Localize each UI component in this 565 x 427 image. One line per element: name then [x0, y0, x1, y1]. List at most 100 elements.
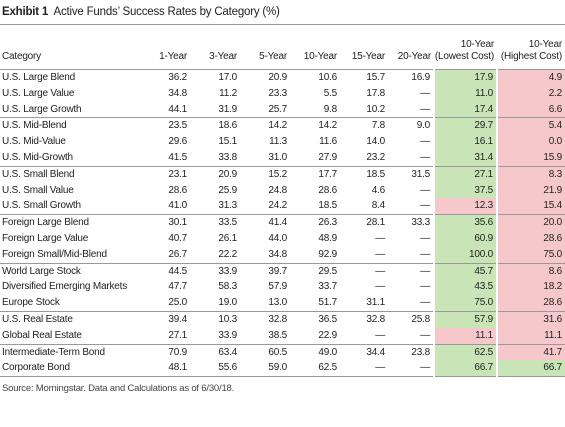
category-cell: U.S. Mid-Blend	[0, 117, 150, 135]
value-cell: 11.2	[219, 87, 237, 99]
header-cell: 15-Year	[340, 25, 388, 70]
value-cell: 37.5	[433, 182, 497, 199]
category-cell: U.S. Large Value	[2, 87, 75, 99]
value-cell: 22.2	[218, 248, 237, 260]
value-cell: 23.2	[366, 151, 385, 163]
value-cell: 23.8	[388, 343, 434, 361]
row: World Large Stock 44.5 33.9 39.7 29.5— —45.7 8…	[0, 262, 565, 280]
value-cell: 27.1	[433, 165, 497, 183]
value-cell: 31.4	[433, 149, 497, 167]
value-cell: 5.5	[323, 87, 338, 99]
value-cell: —	[420, 184, 430, 196]
value-cell: 9.8	[323, 103, 338, 115]
value-cell: 33.7	[318, 281, 337, 293]
value-cell: 49.0	[290, 343, 340, 361]
value-cell: 24.2	[268, 200, 287, 212]
value-cell: 20.9	[190, 165, 240, 183]
value-cell: 17.4	[433, 101, 497, 118]
value-cell: 18.5	[340, 165, 388, 183]
value-cell: 31.3	[218, 200, 237, 212]
value-cell: 55.6	[190, 360, 240, 378]
value-cell: 41.5	[168, 151, 187, 163]
category-cell: Global Real Estate	[2, 329, 82, 341]
value-cell: —	[375, 248, 385, 260]
value-cell: 18.5	[318, 200, 337, 212]
row: Europe Stock 25.0 19.0 13.0 51.7 31.1 —75.0 28.…	[0, 295, 565, 312]
value-cell: 18.2	[496, 279, 565, 296]
category-cell: U.S. Small Value	[2, 184, 74, 196]
row: Foreign Small/Mid-Blend 26.7 22.2 34.8 92.9 —…	[0, 246, 565, 264]
value-cell: 8.6	[496, 262, 565, 280]
category-cell: U.S. Real Estate	[0, 310, 150, 328]
value-cell: 70.9	[150, 343, 190, 361]
value-cell: 33.9	[218, 329, 237, 341]
category-cell: U.S. Large Growth	[2, 103, 82, 115]
value-cell: 33.8	[218, 151, 237, 163]
value-cell: 13.0	[268, 297, 287, 309]
value-cell: 66.7	[433, 360, 497, 378]
value-cell: 27.9	[318, 151, 337, 163]
value-cell: 10.2	[366, 103, 385, 115]
value-cell: —	[340, 360, 388, 378]
row: Global Real Estate 27.1 33.9 38.5 22.9— —11.1…	[0, 327, 565, 345]
value-cell: —	[375, 281, 385, 293]
header-row: Category 1-Year 3-Year 5-Year 10-Year 15-Year…	[0, 25, 565, 70]
value-cell: 9.0	[388, 117, 434, 135]
row: Foreign Large Blend 30.1 33.5 41.4 26.3 28.1 3…	[0, 214, 565, 231]
value-cell: 11.6	[319, 136, 337, 148]
value-cell: 28.1	[340, 214, 388, 231]
category-cell: U.S. Mid-Growth	[2, 151, 73, 163]
header-cell: 10-Year (Highest Cost)	[497, 25, 565, 70]
value-cell: 48.1	[150, 360, 190, 378]
value-cell: 47.7	[168, 281, 187, 293]
value-cell: 25.8	[388, 310, 434, 328]
value-cell: 20.0	[496, 214, 565, 231]
category-cell: U.S. Large Blend	[0, 68, 150, 86]
value-cell: 75.0	[433, 295, 497, 312]
value-cell: —	[375, 232, 385, 244]
header-line: (Highest Cost)	[500, 51, 562, 62]
value-cell: 34.8	[268, 248, 287, 260]
value-cell: 16.9	[388, 68, 434, 86]
header-line: 10-Year	[528, 39, 562, 50]
value-cell: —	[420, 151, 430, 163]
footer: Source: Morningstar. Data and Calculatio…	[2, 383, 235, 395]
value-cell: 16.1	[433, 134, 497, 150]
value-cell: 8.3	[496, 165, 565, 183]
category-cell: Intermediate-Term Bond	[0, 343, 150, 361]
value-cell: 41.7	[496, 343, 565, 361]
value-cell: 32.8	[340, 310, 388, 328]
category-cell: Corporate Bond	[0, 360, 150, 378]
value-cell: 11.0	[433, 85, 497, 102]
value-cell: 41.0	[168, 200, 187, 212]
value-cell: 28.6	[168, 184, 187, 196]
value-cell: —	[420, 329, 430, 341]
value-cell: 45.7	[433, 262, 497, 280]
value-cell: 15.4	[496, 198, 565, 215]
category-cell: U.S. Small Blend	[0, 165, 150, 183]
category-cell: U.S. Mid-Value	[2, 136, 66, 148]
value-cell: —	[420, 248, 430, 260]
value-cell: 59.0	[240, 360, 290, 378]
category-cell: Foreign Small/Mid-Blend	[2, 248, 107, 260]
header-cell: Category	[0, 25, 150, 70]
value-cell: 60.5	[240, 343, 290, 361]
category-cell: Europe Stock	[2, 297, 60, 309]
header-line: 10-Year	[460, 39, 494, 50]
title-bar: Exhibit 1 Active Funds’ Success Rates by…	[0, 0, 565, 25]
value-cell: 57.9	[268, 281, 287, 293]
row: U.S. Mid-Growth 41.5 33.8 31.0 27.9 23.2 —31.4…	[0, 149, 565, 167]
value-cell: 19.0	[218, 297, 237, 309]
value-cell: —	[340, 262, 388, 280]
category-cell: Foreign Large Value	[2, 232, 89, 244]
value-cell: 58.3	[218, 281, 237, 293]
header-cell: 20-Year	[388, 25, 434, 70]
value-cell: 28.6	[318, 184, 337, 196]
value-cell: 39.7	[240, 262, 290, 280]
value-cell: 11.1	[433, 327, 497, 345]
row: U.S. Large Growth 44.1 31.9 25.7 9.8 10.2 —17.…	[0, 101, 565, 118]
value-cell: 62.5	[290, 360, 340, 378]
value-cell: —	[420, 136, 430, 148]
value-cell: 36.5	[290, 310, 340, 328]
value-cell: 66.7	[496, 360, 565, 378]
